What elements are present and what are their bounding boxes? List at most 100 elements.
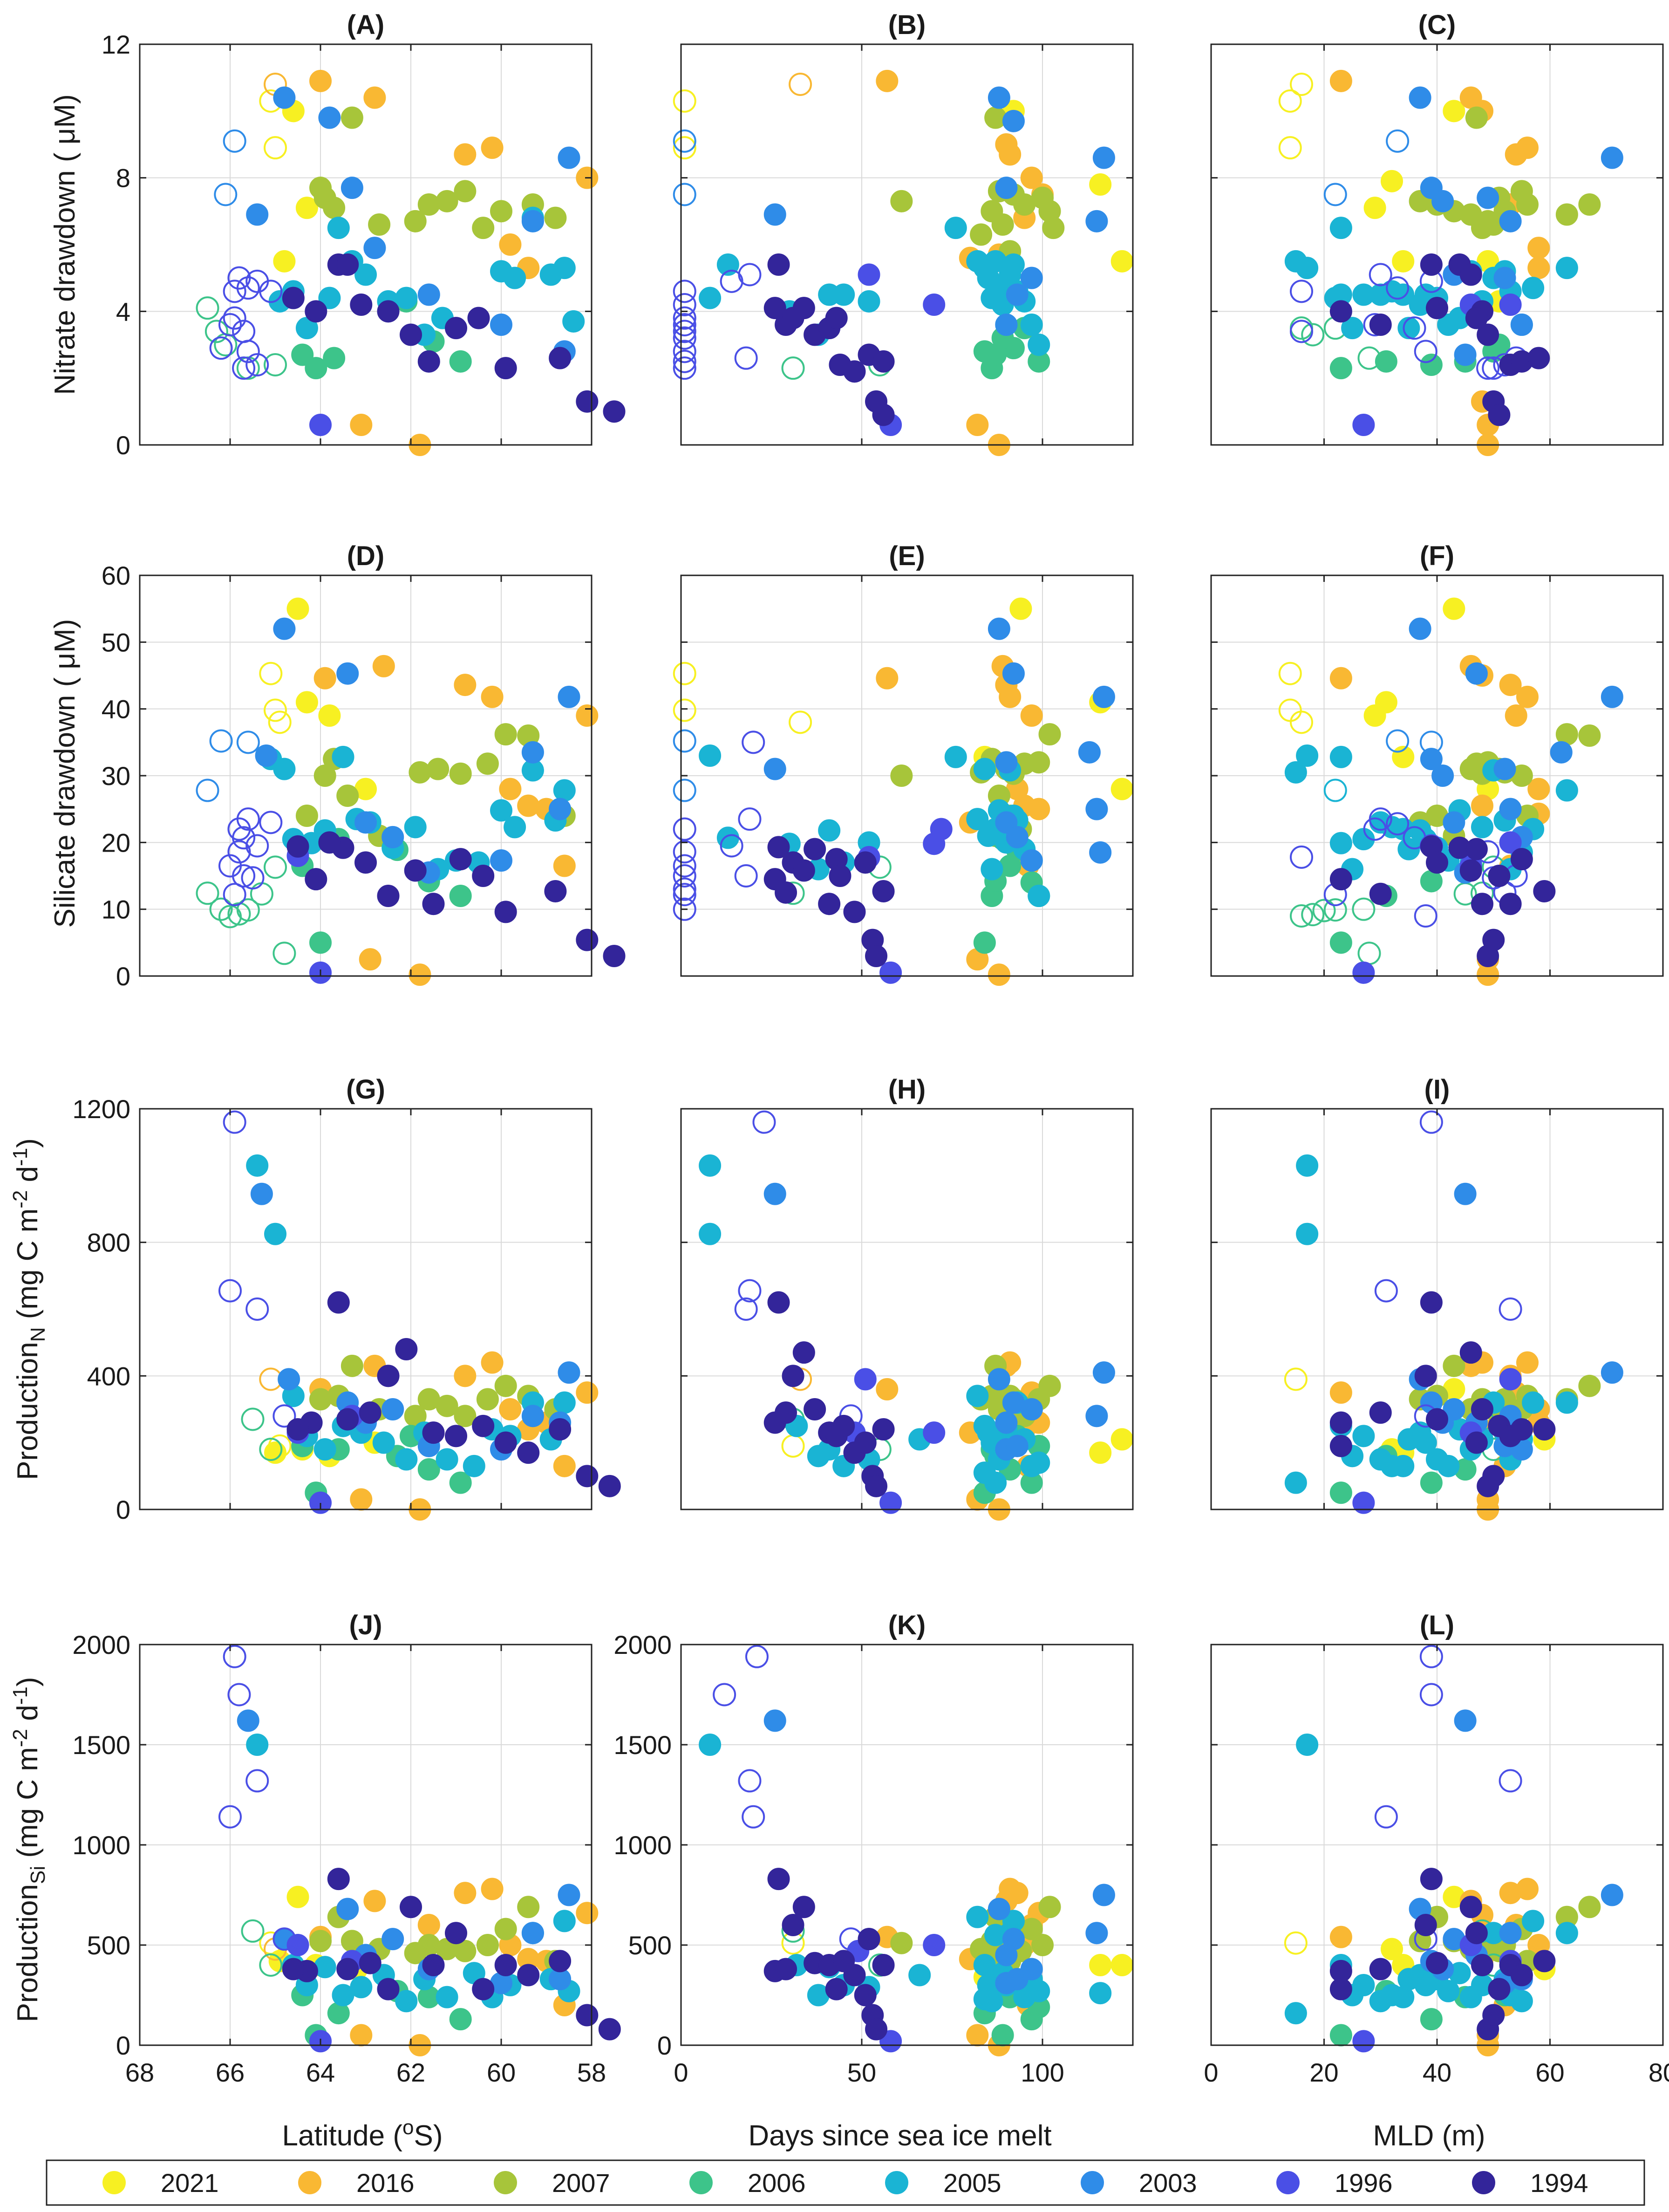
point-2005 (273, 758, 296, 780)
point-1996 (713, 1683, 736, 1707)
point-1994 (576, 928, 599, 951)
x-tick-label: 0 (1204, 2058, 1218, 2087)
point-1994 (1527, 347, 1550, 369)
point-2006 (1323, 898, 1347, 922)
point-2007 (404, 210, 427, 232)
point-2021 (295, 691, 318, 714)
point-2016 (499, 778, 522, 800)
point-1994 (549, 1950, 572, 1973)
point-2006 (1375, 350, 1397, 373)
point-2005 (1522, 1910, 1545, 1932)
point-2003 (763, 1709, 786, 1732)
point-1996 (673, 320, 696, 343)
point-1994 (517, 1441, 540, 1464)
point-2003 (341, 177, 363, 199)
y-tick-label: 2000 (72, 1630, 130, 1659)
point-2003 (273, 86, 296, 109)
point-2006 (449, 1471, 472, 1494)
point-2003 (223, 129, 246, 153)
y-tick-label: 2000 (613, 1630, 672, 1659)
point-2016 (1477, 963, 1499, 986)
point-1994 (494, 1431, 517, 1454)
legend-item-2006: 2006 (689, 2168, 806, 2198)
point-2003 (1085, 798, 1108, 820)
point-2003 (1386, 129, 1410, 153)
point-2005 (1437, 1980, 1460, 2002)
point-2007 (1038, 1896, 1061, 1918)
point-2003 (763, 758, 786, 780)
point-2005 (1397, 838, 1420, 860)
point-1994 (1471, 1398, 1493, 1420)
panel-B: (B) (673, 10, 1134, 456)
point-2005 (818, 819, 841, 842)
point-2016 (359, 948, 381, 971)
point-1994 (1533, 1950, 1556, 1973)
point-1994 (350, 294, 373, 316)
point-1994 (775, 1958, 797, 1980)
panel-title: (H) (888, 1074, 926, 1105)
point-1994 (1465, 307, 1488, 329)
point-1994 (872, 1954, 895, 1976)
point-2016 (1329, 667, 1352, 690)
point-2003 (995, 314, 1018, 336)
ylabel-row2: Silicate drawdown ( μM) (49, 619, 81, 928)
legend-label: 2021 (161, 2168, 219, 2198)
point-1994 (305, 868, 327, 891)
y-tick-label: 1200 (72, 1094, 130, 1124)
y-tick-label: 60 (102, 561, 130, 590)
point-1996 (738, 263, 762, 287)
point-2003 (995, 1944, 1018, 1966)
point-2003 (1085, 1405, 1108, 1427)
point-2007 (476, 1934, 499, 1956)
y-tick-label: 1000 (613, 1830, 672, 1860)
point-2003 (1020, 266, 1043, 289)
point-1996 (227, 840, 251, 864)
point-1996 (245, 1297, 269, 1321)
point-1994 (377, 1978, 400, 2000)
xlabel-latitude-text: Latitude ( (282, 2120, 403, 2152)
point-1994 (865, 945, 888, 967)
point-2003 (336, 1898, 359, 1920)
point-2006 (417, 1458, 440, 1481)
y-tick-label: 10 (102, 895, 130, 924)
point-2003 (521, 1405, 544, 1427)
point-1994 (792, 297, 815, 320)
point-2007 (436, 190, 458, 212)
point-1996 (1499, 294, 1522, 316)
point-2005 (264, 1222, 286, 1245)
point-2016 (1006, 1882, 1029, 1905)
point-2003 (1443, 1398, 1465, 1420)
axes-frame (680, 43, 1134, 446)
point-2005 (1020, 314, 1043, 336)
y-tick-label: 1500 (72, 1730, 130, 1760)
point-2016 (876, 69, 899, 92)
point-2005 (973, 1461, 996, 1484)
y-tick-label: 400 (87, 1361, 130, 1391)
point-2006 (1312, 899, 1336, 922)
x-tick-label: 80 (1649, 2058, 1669, 2087)
point-1994 (549, 1418, 572, 1441)
point-1994 (818, 893, 841, 915)
ylabel-row3: ProductionN (mg C m-2 d-1) (9, 1138, 49, 1480)
point-2016 (988, 963, 1010, 986)
point-1994 (767, 836, 790, 859)
point-2007 (476, 1388, 499, 1411)
point-2005 (966, 808, 989, 831)
panel-title: (L) (1420, 1610, 1454, 1640)
point-2016 (417, 1914, 440, 1936)
legend-item-2003: 2003 (1081, 2168, 1197, 2198)
panel-title: (I) (1424, 1074, 1450, 1105)
point-2021 (673, 89, 696, 113)
point-2003 (988, 617, 1010, 640)
point-2021 (268, 1434, 292, 1458)
point-1996 (854, 1368, 877, 1391)
point-1994 (336, 1958, 359, 1980)
panel-C: (C) (1210, 10, 1664, 456)
point-2003 (558, 685, 580, 708)
point-1994 (517, 1964, 540, 1987)
point-2003 (995, 751, 1018, 774)
point-2016 (1516, 137, 1539, 159)
point-1994 (1533, 880, 1556, 902)
point-2003 (381, 826, 404, 848)
